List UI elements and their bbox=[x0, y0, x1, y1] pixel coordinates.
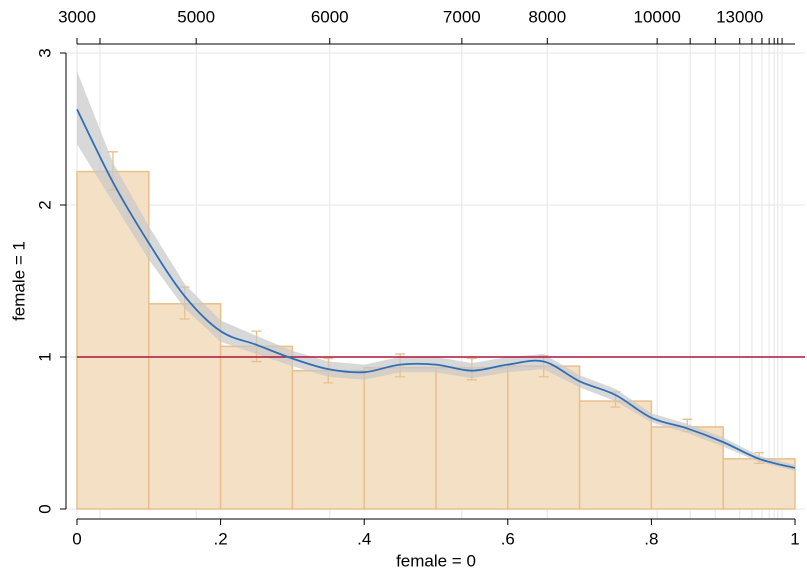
bar bbox=[363, 366, 437, 510]
y-tick-label: 1 bbox=[35, 352, 54, 361]
x-tick-label: 1 bbox=[790, 529, 799, 548]
bar bbox=[435, 366, 509, 510]
x2-tick-label: 8000 bbox=[528, 7, 566, 26]
x2-tick-label: 13000 bbox=[716, 7, 763, 26]
y-tick-label: 2 bbox=[35, 200, 54, 209]
x2-tick-label: 10000 bbox=[634, 7, 681, 26]
x-tick-label: 0 bbox=[72, 529, 81, 548]
x2-tick-label: 7000 bbox=[443, 7, 481, 26]
bar bbox=[291, 369, 365, 510]
y-tick-label: 3 bbox=[35, 48, 54, 57]
x2-tick-label: 6000 bbox=[311, 7, 349, 26]
density-line bbox=[76, 108, 796, 469]
bar bbox=[578, 400, 653, 510]
x-tick-label: .4 bbox=[357, 529, 371, 548]
x-tick-label: .2 bbox=[214, 529, 228, 548]
x-tick-label: .6 bbox=[501, 529, 515, 548]
bar bbox=[148, 303, 222, 510]
y-tick-label: 0 bbox=[35, 504, 54, 513]
bar bbox=[219, 345, 294, 510]
x-tick-label: .8 bbox=[644, 529, 658, 548]
x2-tick-label: 5000 bbox=[177, 7, 215, 26]
x-axis-title: female = 0 bbox=[396, 551, 476, 570]
bar bbox=[507, 365, 581, 510]
y-axis-title: female = 1 bbox=[9, 241, 28, 321]
bar bbox=[76, 170, 150, 510]
x2-tick-label: 3000 bbox=[58, 7, 96, 26]
